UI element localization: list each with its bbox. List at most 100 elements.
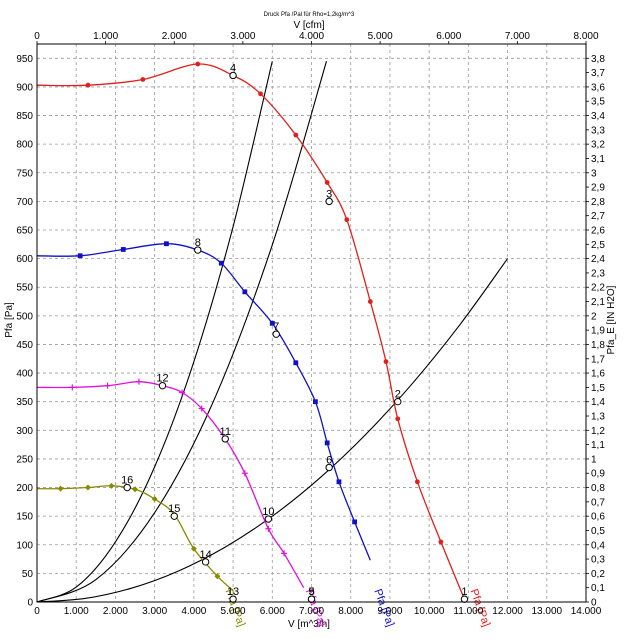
data-point <box>241 470 248 477</box>
operating-point <box>194 246 202 254</box>
fan-curve <box>36 243 371 561</box>
y-tick-label: 350 <box>16 397 33 408</box>
data-point <box>293 132 299 138</box>
y2-tick-label: 2,2 <box>591 283 605 294</box>
y-tick-label: 850 <box>16 111 33 122</box>
x2-tick-label: 1.000 <box>93 31 118 42</box>
y2-tick-label: 3,4 <box>591 111 605 122</box>
y2-tick-label: 1,5 <box>591 383 605 394</box>
x-tick-label: 14.000 <box>571 606 602 617</box>
y2-tick-label: 3 <box>591 168 597 179</box>
y2-tick-label: 0,8 <box>591 483 605 494</box>
data-point <box>336 479 342 485</box>
x-tick-label: 0 <box>34 606 40 617</box>
y-tick-label: 450 <box>16 340 33 351</box>
x-tick-label: 4.000 <box>181 606 206 617</box>
y2-tick-label: 2,5 <box>591 240 605 251</box>
data-point <box>190 545 197 552</box>
operating-point-label: 6 <box>326 455 332 467</box>
data-point <box>293 360 299 366</box>
operating-point-label: 5 <box>308 586 314 598</box>
x2-tick-label: 6.000 <box>436 31 461 42</box>
data-point <box>344 217 350 223</box>
data-point <box>395 416 401 422</box>
data-point <box>367 299 373 304</box>
y2-tick-label: 0,2 <box>591 569 605 580</box>
operating-point-label: 9 <box>308 586 314 598</box>
x-tick-label: 12.000 <box>492 606 523 617</box>
data-point <box>414 479 420 485</box>
y2-tick-label: 0,6 <box>591 512 605 523</box>
operating-point-label: 13 <box>227 586 239 598</box>
left-axis-title: Pfa [Pa] <box>4 302 15 338</box>
x-tick-label: 13.000 <box>531 606 562 617</box>
data-point <box>69 384 76 391</box>
y2-tick-label: 3,7 <box>591 68 605 79</box>
operating-point-label: 11 <box>220 426 231 438</box>
x-tick-label: 7.000 <box>299 606 324 617</box>
fan-curve <box>36 381 305 589</box>
operating-point-label: 8 <box>195 237 201 249</box>
series-group: Pfa [Pa]Pfa [Pa]Pfa [Pa]Pfa [Pa] <box>36 61 492 628</box>
data-point <box>84 484 91 491</box>
y-tick-label: 400 <box>16 369 33 380</box>
operating-point-label: 1 <box>461 586 467 598</box>
y-tick-label: 200 <box>16 483 33 494</box>
system-curve <box>36 61 328 603</box>
plot-frame <box>36 43 587 603</box>
data-point <box>438 539 444 545</box>
y2-tick-label: 3,1 <box>591 154 605 165</box>
data-point <box>258 91 263 97</box>
data-point <box>313 399 318 405</box>
data-point <box>269 320 275 326</box>
operating-point-label: 10 <box>262 506 274 518</box>
data-point <box>195 61 201 67</box>
x-tick-label: 9.000 <box>377 606 402 617</box>
y2-tick-label: 2,6 <box>591 226 605 237</box>
data-point <box>198 405 205 412</box>
x2-tick-label: 8.000 <box>573 31 598 42</box>
y2-tick-label: 0,1 <box>591 583 605 594</box>
y2-tick-label: 1,6 <box>591 369 605 380</box>
y-tick-label: 950 <box>16 54 33 65</box>
y2-tick-label: 1,9 <box>591 326 605 337</box>
y-tick-label: 650 <box>16 226 33 237</box>
tick-labels: 0 1.000 2.000 3.000 4.000 5.000 6.000 7.000 8.00… <box>16 31 605 617</box>
data-point <box>164 241 169 247</box>
x2-tick-label: 0 <box>34 31 40 42</box>
operating-point <box>170 512 178 520</box>
y-tick-label: 100 <box>16 540 33 551</box>
data-point <box>135 378 142 385</box>
x2-tick-label: 5.000 <box>368 31 393 42</box>
system-curve <box>36 61 273 603</box>
y2-tick-label: 1,2 <box>591 426 605 437</box>
x-tick-label: 10.000 <box>414 606 445 617</box>
y2-tick-label: 0,9 <box>591 469 605 480</box>
y-tick-label: 250 <box>16 454 33 465</box>
data-point <box>324 440 330 446</box>
y2-tick-label: 2,9 <box>591 183 605 194</box>
y2-tick-label: 0,3 <box>591 555 605 566</box>
y2-tick-label: 1,4 <box>591 397 605 408</box>
y-tick-label: 50 <box>22 569 34 580</box>
y-tick-label: 900 <box>16 82 33 93</box>
y2-tick-label: 2,7 <box>591 211 605 222</box>
y-tick-label: 300 <box>16 426 33 437</box>
operating-point <box>325 197 333 206</box>
y-tick-label: 550 <box>16 283 33 294</box>
y2-tick-label: 1,8 <box>591 340 605 351</box>
data-point <box>108 482 115 489</box>
y2-tick-label: 1,1 <box>591 440 605 451</box>
data-point <box>218 260 224 266</box>
system-curves <box>36 61 509 603</box>
data-point <box>85 82 91 88</box>
data-point <box>179 389 186 396</box>
operating-point <box>123 483 131 492</box>
data-point <box>242 289 248 295</box>
y-tick-label: 500 <box>16 311 33 322</box>
operating-point <box>264 515 273 523</box>
data-point <box>281 550 288 557</box>
